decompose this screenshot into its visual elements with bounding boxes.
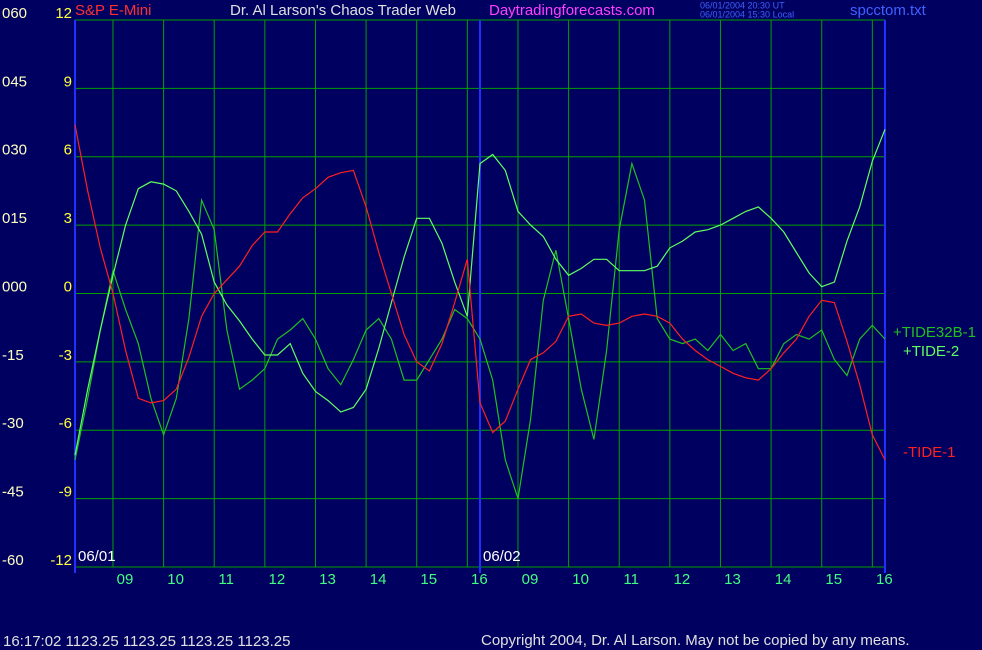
copyright: Copyright 2004, Dr. Al Larson. May not b… (481, 632, 910, 649)
site-name: Daytradingforecasts.com (489, 2, 655, 19)
day-label: 06/01 (78, 548, 116, 565)
x-tick-label: 16 (471, 571, 488, 588)
x-tick-label: 13 (319, 571, 336, 588)
legend-entry: -TIDE-1 (903, 444, 956, 461)
quote: 16:17:02 1123.25 1123.25 1123.25 1123.25 (3, 633, 291, 650)
series-line (74, 124, 886, 461)
subtitle: Dr. Al Larson's Chaos Trader Web (230, 2, 456, 19)
y2-tick-label: 030 (2, 142, 27, 159)
legend-entry: +TIDE-2 (903, 343, 959, 360)
day-label: 06/02 (483, 548, 521, 565)
y-tick-label: -12 (50, 552, 72, 569)
timestamp: 06/01/2004 15:30 Local (700, 9, 794, 19)
x-tick-label: 14 (370, 571, 387, 588)
chart-title: S&P E-Mini (75, 2, 151, 19)
x-tick-label: 11 (218, 571, 234, 588)
y-tick-label: 12 (55, 5, 72, 22)
y-tick-label: 6 (64, 142, 72, 159)
y2-tick-label: 045 (2, 73, 27, 90)
x-tick-label: 09 (117, 571, 134, 588)
x-tick-label: 09 (522, 571, 539, 588)
y-tick-label: -9 (59, 484, 72, 501)
x-tick-label: 16 (876, 571, 893, 588)
x-tick-label: 10 (572, 571, 589, 588)
y2-tick-label: -30 (2, 415, 24, 432)
legend-entry: +TIDE32B-1 (893, 324, 976, 341)
y2-tick-label: -45 (2, 484, 24, 501)
file-name: spcctom.txt (850, 2, 927, 19)
y2-tick-label: 060 (2, 5, 27, 22)
y2-tick-label: -15 (2, 347, 24, 364)
timestamp: 06/01/2004 20:30 UT (700, 0, 785, 10)
y2-tick-label: 015 (2, 210, 27, 227)
y-tick-label: 9 (64, 73, 72, 90)
y-tick-label: -3 (59, 347, 72, 364)
x-tick-label: 13 (724, 571, 741, 588)
x-tick-label: 10 (167, 571, 184, 588)
series-line (74, 129, 886, 456)
y2-tick-label: -60 (2, 552, 24, 569)
x-tick-label: 15 (420, 571, 437, 588)
x-tick-label: 11 (623, 571, 639, 588)
series-line (74, 161, 886, 499)
y2-tick-label: 000 (2, 278, 27, 295)
x-tick-label: 12 (674, 571, 691, 588)
x-tick-label: 12 (269, 571, 286, 588)
y-tick-label: 3 (64, 210, 72, 227)
y-tick-label: -6 (59, 415, 72, 432)
x-tick-label: 15 (825, 571, 842, 588)
x-tick-label: 14 (775, 571, 792, 588)
y-tick-label: 0 (64, 278, 72, 295)
